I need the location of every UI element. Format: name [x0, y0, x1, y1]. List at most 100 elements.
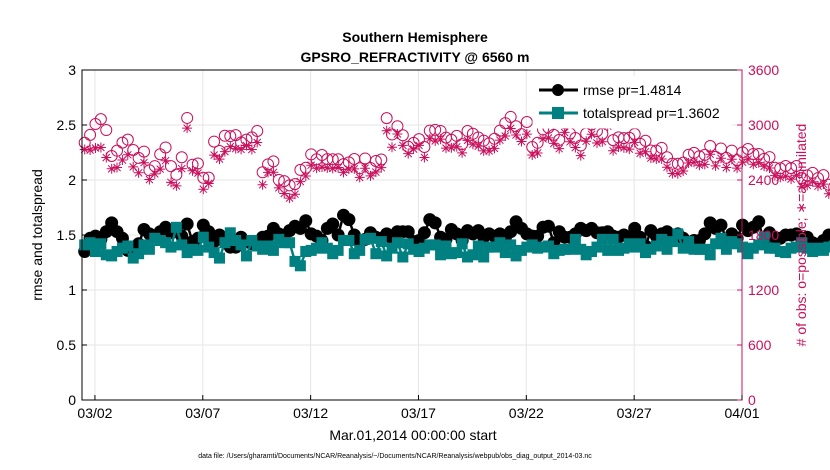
- totalspread-marker: [591, 241, 603, 253]
- obs-assimilated-marker: [608, 145, 619, 156]
- obs-possible-marker: [121, 133, 134, 146]
- obs-assimilated-marker: [775, 172, 786, 183]
- obs-assimilated-marker: [586, 129, 597, 140]
- obs-assimilated-marker: [721, 162, 732, 173]
- y-tick-label-left: 0: [68, 392, 76, 408]
- rmse-marker: [714, 218, 728, 232]
- obs-assimilated-marker: [629, 137, 640, 148]
- obs-assimilated-marker: [780, 171, 791, 182]
- obs-assimilated-marker: [451, 141, 462, 152]
- obs-possible-marker: [170, 168, 183, 181]
- obs-assimilated-marker: [689, 157, 699, 168]
- obs-assimilated-marker: [823, 188, 830, 199]
- totalspread-marker: [683, 236, 695, 248]
- totalspread-marker: [569, 233, 581, 245]
- obs-assimilated-marker: [592, 138, 602, 148]
- obs-possible-marker: [504, 110, 517, 123]
- chart-title-line-2: GPSRO_REFRACTIVITY @ 6560 m: [301, 49, 530, 65]
- obs-assimilated-marker: [268, 167, 279, 178]
- totalspread-marker: [375, 236, 387, 248]
- obs-assimilated-marker: [430, 135, 441, 146]
- obs-possible-marker: [164, 160, 177, 173]
- obs-assimilated-marker: [505, 123, 516, 134]
- obs-possible-marker: [828, 182, 830, 192]
- totalspread-marker: [753, 239, 765, 251]
- obs-assimilated-marker: [376, 162, 387, 173]
- obs-possible-marker: [159, 141, 172, 154]
- obs-assimilated-marker: [279, 188, 290, 199]
- rmse-marker: [180, 217, 194, 231]
- rmse-marker: [428, 216, 442, 230]
- obs-assimilated-marker: [511, 130, 522, 140]
- y-tick-label-right: 600: [748, 337, 772, 353]
- legend-box: [532, 76, 732, 129]
- obs-assimilated-marker: [295, 176, 306, 187]
- obs-assimilated-marker: [516, 136, 527, 147]
- obs-assimilated-marker: [419, 152, 430, 163]
- totalspread-marker: [214, 252, 225, 264]
- totalspread-marker: [602, 244, 614, 256]
- obs-assimilated-marker: [478, 145, 489, 156]
- obs-assimilated-marker: [581, 136, 592, 147]
- obs-assimilated-marker: [651, 154, 662, 164]
- obs-possible-marker: [763, 151, 776, 164]
- obs-assimilated-marker: [748, 159, 759, 170]
- rmse-marker: [342, 213, 356, 227]
- y-tick-label-left: 1.5: [57, 227, 77, 243]
- totalspread-marker: [354, 244, 366, 256]
- obs-assimilated-marker: [370, 167, 381, 177]
- totalspread-marker: [332, 244, 344, 256]
- obs-assimilated-marker: [441, 143, 451, 154]
- totalspread-marker: [715, 232, 727, 244]
- x-tick-label: 03/27: [617, 405, 652, 421]
- obs-assimilated-marker: [128, 161, 139, 172]
- x-tick-label: 03/02: [77, 405, 112, 421]
- rmse-marker: [752, 215, 766, 229]
- obs-assimilated-marker: [753, 157, 764, 168]
- totalspread-marker: [505, 239, 517, 251]
- totalspread-marker: [478, 251, 490, 263]
- obs-assimilated-marker: [618, 142, 629, 153]
- obs-assimilated-marker: [327, 163, 338, 174]
- totalspread-marker: [828, 240, 830, 252]
- totalspread-marker: [758, 231, 770, 243]
- obs-assimilated-marker: [349, 163, 360, 174]
- obs-assimilated-marker: [694, 160, 705, 171]
- obs-assimilated-marker: [424, 133, 435, 144]
- y-tick-label-right: 2400: [748, 172, 779, 188]
- obs-assimilated-marker: [198, 184, 209, 195]
- obs-assimilated-marker: [446, 142, 457, 153]
- obs-assimilated-marker: [101, 152, 112, 163]
- totalspread-marker: [494, 237, 506, 249]
- obs-assimilated-marker: [716, 153, 726, 164]
- obs-assimilated-marker: [818, 179, 829, 190]
- totalspread-marker: [391, 237, 403, 249]
- obs-assimilated-marker: [144, 174, 155, 185]
- obs-possible-marker: [429, 123, 442, 136]
- totalspread-marker: [176, 239, 188, 251]
- totalspread-marker: [294, 260, 306, 272]
- y-axis-label-left: rmse and totalspread: [29, 169, 45, 301]
- obs-assimilated-marker: [667, 168, 678, 179]
- obs-assimilated-marker: [635, 148, 646, 159]
- y-tick-label-right: 3600: [748, 62, 779, 78]
- totalspread-marker: [122, 240, 134, 252]
- rmse-marker: [299, 214, 313, 228]
- obs-assimilated-marker: [489, 143, 500, 154]
- obs-assimilated-marker: [597, 136, 608, 147]
- obs-assimilated-marker: [85, 145, 96, 155]
- obs-assimilated-marker: [360, 163, 371, 174]
- obs-assimilated-marker: [225, 141, 236, 152]
- obs-assimilated-marker: [365, 170, 376, 181]
- y-tick-label-right: 1800: [748, 227, 779, 243]
- obs-assimilated-marker: [306, 160, 317, 171]
- obs-possible-marker: [369, 155, 382, 168]
- obs-assimilated-marker: [182, 123, 193, 134]
- y-tick-label-left: 0.5: [57, 337, 77, 353]
- obs-assimilated-marker: [494, 135, 505, 146]
- obs-assimilated-marker: [807, 176, 818, 187]
- data-file-caption: data file: /Users/gharamti/Documents/NCA…: [198, 453, 592, 460]
- totalspread-marker: [165, 241, 177, 253]
